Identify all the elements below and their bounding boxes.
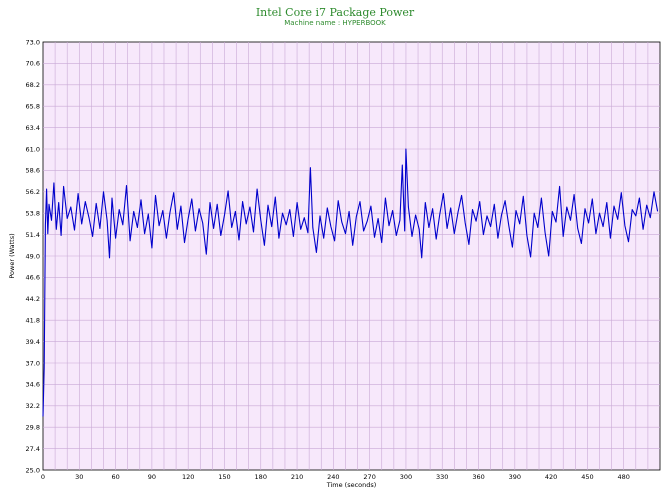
y-tick-label: 61.0 [26, 145, 40, 153]
x-tick-label: 420 [545, 473, 557, 481]
x-tick-label: 390 [509, 473, 521, 481]
y-tick-label: 25.0 [26, 466, 40, 474]
x-tick-label: 300 [400, 473, 412, 481]
y-tick-label: 65.8 [26, 103, 40, 111]
y-tick-label: 68.2 [26, 81, 40, 89]
y-tick-label: 49.0 [26, 252, 40, 260]
y-axis-label: Power (Watts) [8, 233, 16, 278]
grid [43, 42, 660, 470]
x-tick-label: 90 [148, 473, 156, 481]
x-tick-label: 330 [436, 473, 448, 481]
chart-title: Intel Core i7 Package Power [255, 6, 415, 19]
y-tick-label: 41.8 [26, 317, 40, 325]
x-tick-label: 0 [41, 473, 45, 481]
y-tick-label: 44.2 [26, 295, 40, 303]
x-tick-label: 480 [617, 473, 629, 481]
x-tick-label: 30 [75, 473, 83, 481]
y-tick-label: 53.8 [26, 210, 40, 218]
x-axis-label: Time (seconds) [326, 481, 377, 489]
axis-ticks: 25.0 27.4 29.8 32.2 34.6 37.0 39.4 41.8 44.2 46.6… [26, 38, 630, 481]
x-tick-label: 240 [327, 473, 339, 481]
power-series-line [42, 148, 659, 417]
y-tick-label: 56.2 [26, 188, 40, 196]
y-tick-label: 29.8 [26, 424, 40, 432]
y-tick-label: 39.4 [26, 338, 40, 346]
y-tick-label: 73.0 [26, 38, 40, 46]
x-tick-label: 270 [363, 473, 375, 481]
x-tick-label: 360 [472, 473, 484, 481]
x-tick-label: 450 [581, 473, 593, 481]
y-tick-label: 32.2 [26, 402, 40, 410]
y-tick-label: 70.6 [26, 60, 40, 68]
y-tick-label: 34.6 [26, 381, 40, 389]
y-tick-label: 51.4 [26, 231, 40, 239]
x-tick-label: 180 [255, 473, 267, 481]
chart-subtitle: Machine name : HYPERBOOK [284, 19, 386, 27]
y-tick-label: 27.4 [26, 445, 40, 453]
x-tick-label: 60 [111, 473, 119, 481]
x-tick-label: 120 [182, 473, 194, 481]
x-tick-label: 210 [291, 473, 303, 481]
y-tick-label: 46.6 [26, 274, 40, 282]
x-tick-label: 150 [218, 473, 230, 481]
y-tick-label: 63.4 [26, 124, 40, 132]
y-tick-label: 58.6 [26, 167, 40, 175]
y-tick-label: 37.0 [26, 359, 40, 367]
